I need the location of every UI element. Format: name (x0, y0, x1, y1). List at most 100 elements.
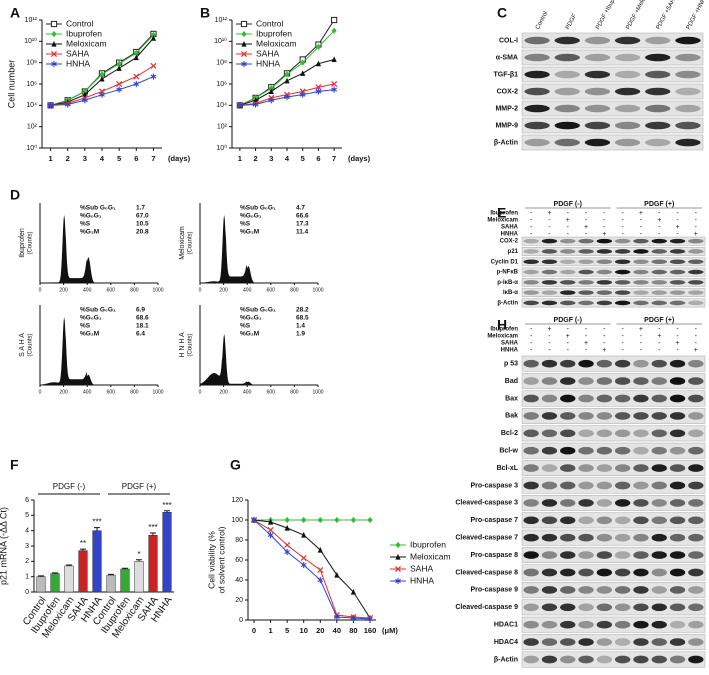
x-tick-label: 1 (48, 154, 52, 163)
blot-band (688, 290, 704, 295)
treatment-sign: - (621, 231, 624, 238)
x-tick-label: 0 (199, 389, 202, 395)
stat-value: 1.7 (136, 205, 145, 212)
blot-band (523, 551, 539, 559)
blot-band (541, 603, 558, 612)
blot-band (560, 586, 576, 594)
marker (267, 531, 274, 539)
blot-band (560, 551, 576, 559)
stat-label: %Sub G₀G₁ (240, 205, 276, 212)
y-tick-label: 10⁴ (26, 102, 37, 109)
x-tick-label: 800 (130, 389, 139, 395)
y-axis-label: of solvent control) (216, 526, 226, 593)
blot-band (633, 280, 649, 285)
panel-letter: D (10, 187, 20, 203)
error-bar (122, 567, 128, 569)
marker (317, 516, 323, 524)
treatment-sign: - (695, 210, 698, 217)
blot-band (614, 280, 631, 285)
legend-label: SAHA (66, 48, 89, 58)
blot-band (578, 586, 594, 594)
x-tick-label: 4 (100, 154, 105, 163)
blot-band (541, 412, 558, 420)
treatment-sign: - (695, 224, 698, 231)
treatment-sign: - (621, 333, 624, 340)
marker (315, 60, 322, 67)
treatment-sign: + (602, 231, 606, 238)
treatment-sign: + (694, 231, 698, 238)
error-bar (108, 573, 114, 576)
stat-label: %S (80, 221, 91, 228)
blot-band (669, 464, 686, 472)
blot-row-label: β-Actin (497, 301, 518, 307)
treatment-sign: - (658, 326, 661, 333)
stat-label: %G₂M (240, 229, 259, 236)
x-tick-label: 1000 (312, 389, 323, 395)
blot-band (669, 551, 686, 559)
treatment-label: SAHA (501, 225, 519, 231)
marker (50, 50, 58, 58)
blot-band (669, 533, 686, 542)
x-tick-label: 200 (219, 389, 228, 395)
blot-band (633, 377, 649, 385)
blot-band (541, 620, 558, 629)
blot-band (560, 394, 576, 403)
blot-band (669, 620, 686, 629)
significance: *** (92, 518, 101, 527)
blot-band (578, 516, 594, 525)
blot-band (675, 104, 701, 113)
x-axis-label: (μM) (382, 626, 398, 635)
treatment-sign: + (639, 326, 643, 333)
blot-band (614, 121, 641, 130)
x-tick-label: 80 (349, 626, 357, 635)
blot-band (688, 655, 704, 664)
marker (395, 553, 401, 560)
blot-band (688, 533, 704, 542)
y-tick-label: 80 (235, 537, 243, 544)
blot-band (633, 481, 649, 490)
x-tick-label: 400 (243, 389, 252, 395)
blot-band (633, 620, 649, 629)
blot-band (524, 121, 550, 130)
blot-strip (521, 66, 704, 83)
marker (299, 91, 306, 98)
blot-band (523, 481, 539, 490)
blot-band (669, 429, 686, 438)
blot-column-label: PDGF (565, 13, 578, 31)
blot-strip (521, 278, 706, 287)
panel-letter: A (10, 5, 20, 21)
blot-band (578, 359, 594, 368)
stat-value: 66.6 (296, 213, 309, 220)
stat-label: %S (80, 323, 91, 330)
error-bar (66, 564, 72, 566)
marker (64, 101, 71, 108)
treatment-sign: + (639, 210, 643, 217)
marker (284, 541, 291, 549)
blot-band (523, 249, 539, 254)
legend-label: HNHA (410, 575, 434, 585)
bar (78, 550, 88, 593)
blot-band (560, 464, 576, 472)
blot-band (523, 533, 539, 542)
x-tick-label: 1000 (152, 389, 163, 395)
blot-band (633, 655, 649, 664)
blot-band (578, 249, 594, 254)
blot-band (578, 499, 594, 507)
blot-band (633, 394, 649, 403)
group-label: PDGF (-) (554, 317, 582, 324)
y-tick-label: 3 (25, 543, 29, 550)
marker (350, 516, 357, 524)
x-tick-label: 600 (107, 389, 116, 395)
x-tick-label: 800 (290, 287, 299, 293)
marker (116, 86, 123, 93)
blot-strip (521, 373, 706, 389)
y-tick-label: 10² (217, 124, 228, 131)
blot-band (554, 87, 580, 96)
blot-strip (521, 582, 706, 598)
blot-band (651, 359, 667, 368)
treatment-sign: - (548, 333, 551, 340)
bar (148, 535, 158, 593)
blot-band (523, 638, 539, 646)
y-axis-label: p21 mRNA (-ΔΔ Ct) (0, 507, 8, 585)
blot-band (645, 104, 671, 113)
